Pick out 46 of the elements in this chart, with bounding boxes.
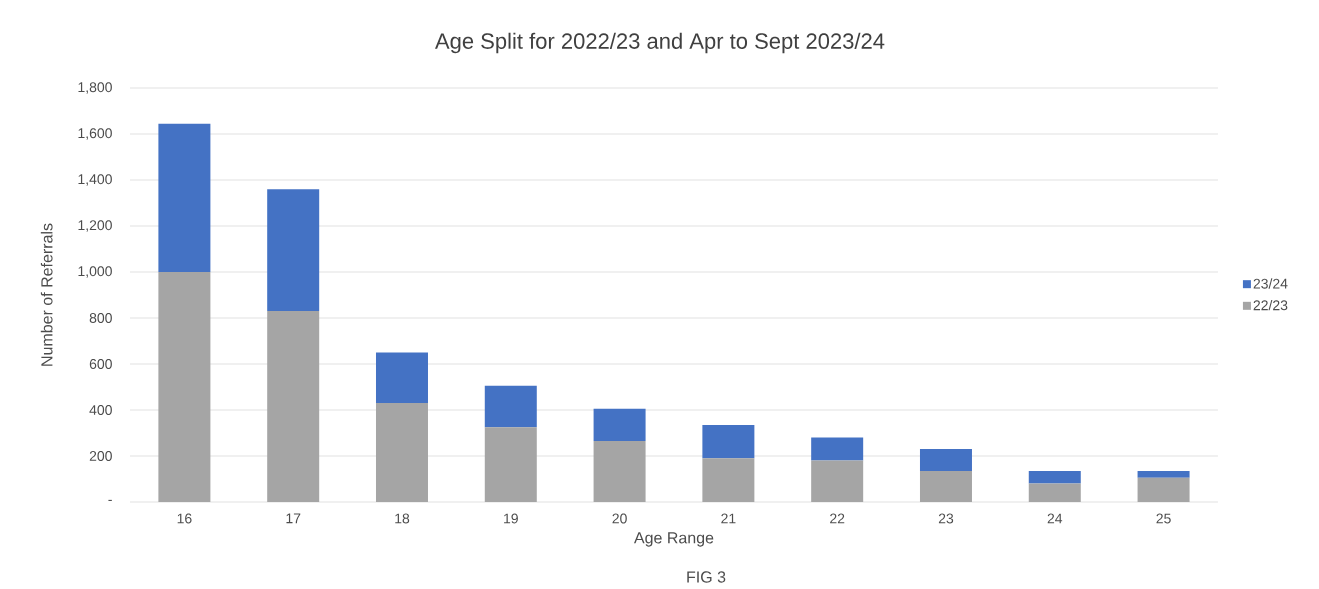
x-tick-label: 16 (177, 513, 192, 524)
bar (158, 272, 211, 502)
y-tick-label: 400 (89, 405, 112, 415)
bar (484, 385, 537, 428)
y-tick-label: - (108, 499, 112, 501)
x-tick-label: 17 (286, 513, 301, 524)
legend-label: 23/24 (1253, 278, 1288, 289)
x-tick-label: 18 (395, 513, 410, 524)
bar (1028, 470, 1081, 484)
y-tick-label: 800 (89, 313, 112, 323)
bar (702, 458, 755, 502)
y-tick-label: 200 (89, 451, 112, 461)
y-tick-label: 600 (89, 359, 112, 369)
bar (811, 460, 864, 502)
x-tick-label: 24 (1047, 513, 1063, 524)
caption: FIG 3 (687, 571, 726, 583)
bar (1028, 483, 1081, 502)
bar (375, 403, 428, 502)
bar (702, 424, 755, 459)
chart-title: Age Split for 2022/23 and Apr to Sept 2023/24 (435, 32, 885, 54)
x-tick-label: 20 (612, 513, 627, 524)
y-tick-label: 1,600 (78, 128, 112, 140)
bar (593, 441, 646, 502)
y-axis-title: Number of Referrals (40, 223, 53, 366)
x-axis-title: Age Range (633, 532, 714, 547)
x-tick-label: 19 (504, 513, 518, 524)
x-tick-label: 25 (1156, 513, 1171, 524)
bar (1137, 470, 1190, 478)
x-tick-label: 22 (830, 513, 845, 524)
x-tick-label: 23 (938, 513, 954, 524)
y-tick-label: 1,800 (78, 82, 112, 94)
bar (1137, 477, 1190, 502)
bar (919, 470, 972, 502)
bar (267, 311, 320, 502)
bar (267, 189, 320, 312)
bar (593, 408, 646, 442)
bar (484, 427, 537, 502)
y-tick-label: 1,200 (78, 220, 112, 232)
bar (375, 352, 428, 404)
bar (811, 437, 864, 461)
x-tick-label: 21 (721, 513, 736, 524)
bar (919, 449, 972, 471)
bar (158, 123, 211, 272)
y-tick-label: 1,400 (78, 174, 112, 186)
y-tick-label: 1,000 (78, 266, 112, 278)
legend-label: 22/23 (1253, 300, 1288, 311)
